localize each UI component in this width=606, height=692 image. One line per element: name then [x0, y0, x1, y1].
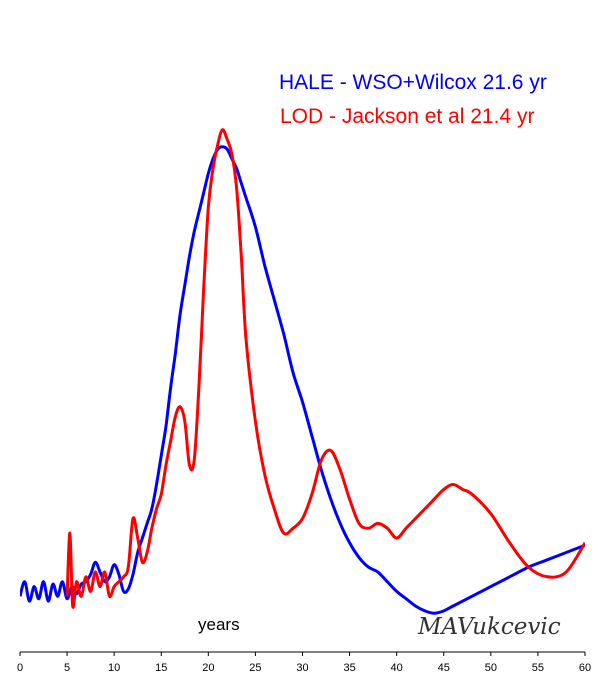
- x-tick-label: 50: [485, 662, 497, 674]
- x-tick-label: 10: [108, 662, 120, 674]
- x-tick-label: 40: [391, 662, 403, 674]
- legend-entry-lod: LOD - Jackson et al 21.4 yr: [280, 105, 534, 128]
- x-tick-label: 30: [296, 662, 308, 674]
- legend: HALE - WSO+Wilcox 21.6 yr LOD - Jackson e…: [279, 71, 547, 128]
- series-line-hale: [20, 145, 585, 615]
- x-tick-label: 0: [17, 662, 23, 674]
- plot-area: [20, 128, 585, 615]
- series-line-lod: [65, 128, 585, 609]
- x-axis: [19, 651, 586, 656]
- x-tick-label: 15: [155, 662, 167, 674]
- x-tick-label: 20: [202, 662, 214, 674]
- x-tick-label: 35: [343, 662, 355, 674]
- x-tick-label: 45: [438, 662, 450, 674]
- x-tick-labels: 0 5 10 15 20 25 30 35 40 45 50 55 60: [17, 662, 591, 674]
- x-tick-label: 5: [64, 662, 70, 674]
- legend-entry-hale: HALE - WSO+Wilcox 21.6 yr: [279, 71, 547, 94]
- x-tick-label: 25: [249, 662, 261, 674]
- signature: MAVukcevic: [417, 614, 561, 640]
- x-axis-label: years: [198, 615, 240, 634]
- x-tick-label: 60: [579, 662, 591, 674]
- x-tick-label: 55: [532, 662, 544, 674]
